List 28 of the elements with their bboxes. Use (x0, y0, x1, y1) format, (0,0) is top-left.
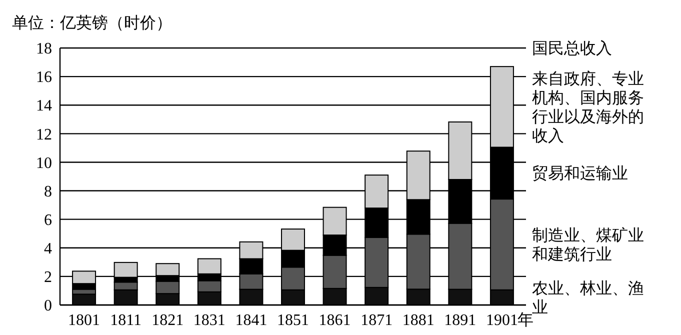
x-tick-label: 1851 (277, 312, 309, 329)
series-label: 来自政府、专业机构、国内服务行业以及海外的收入 (532, 70, 644, 145)
x-tick-label: 1871 (360, 312, 393, 329)
x-axis-title: 年 (517, 312, 534, 329)
series-label: 贸易和运输业 (532, 164, 628, 183)
y-tick-label: 6 (44, 212, 52, 229)
y-tick-label: 10 (36, 154, 52, 172)
series-label: 农业、林业、渔业 (532, 280, 644, 317)
y-tick-label: 16 (36, 69, 52, 86)
x-tick-label: 1821 (152, 312, 184, 329)
series-label: 制造业、煤矿业和建筑行业 (532, 226, 644, 264)
y-tick-label: 2 (44, 269, 52, 286)
x-tick-label: 1801 (68, 312, 100, 329)
y-tick-label: 4 (44, 240, 52, 258)
x-tick-label: 1811 (110, 312, 142, 329)
y-tick-label: 18 (36, 40, 52, 58)
y-tick-label: 0 (44, 298, 52, 315)
x-tick-label: 1881 (402, 312, 434, 329)
y-axis-title: 单位：亿英镑（时价） (12, 14, 172, 32)
y-tick-label: 14 (36, 98, 52, 115)
y-tick-label: 8 (44, 183, 52, 200)
x-tick-label: 1861 (318, 312, 351, 329)
x-tick-label: 1831 (193, 312, 226, 329)
x-tick-label: 1901 (486, 312, 518, 329)
x-tick-label: 1841 (235, 312, 268, 329)
y-tick-label: 12 (36, 126, 52, 144)
legend-title: 国民总收入 (532, 40, 612, 58)
x-tick-label: 1891 (444, 312, 476, 329)
